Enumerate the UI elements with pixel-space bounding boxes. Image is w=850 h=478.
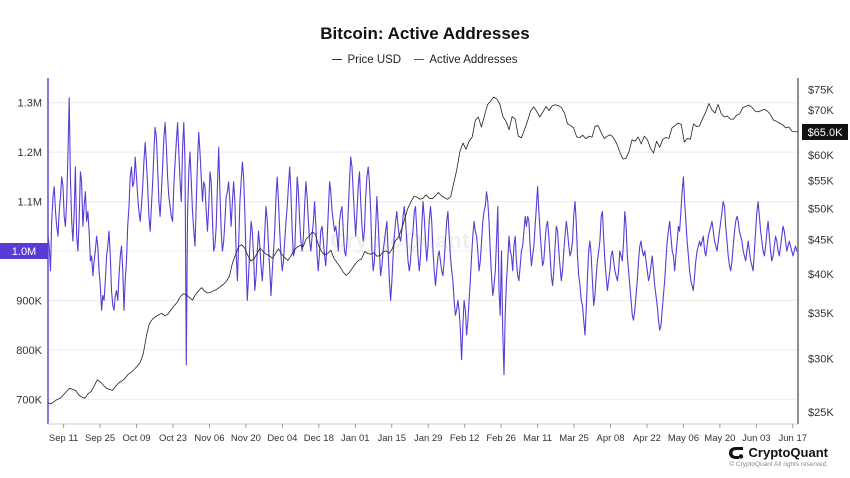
current-addresses-badge-label: 1.0M xyxy=(12,246,36,258)
y-right-tick-label: $55K xyxy=(808,176,834,188)
current-price-badge xyxy=(802,123,848,140)
cryptoquant-logo-icon xyxy=(728,446,743,459)
y-left-tick-label: 1.1M xyxy=(18,197,42,209)
x-tick-label: May 06 xyxy=(668,433,699,444)
legend-swatch-price xyxy=(332,59,343,60)
y-right-tick-label: $50K xyxy=(808,204,834,216)
y-left-tick-label: 900K xyxy=(16,295,42,307)
x-tick-label: Jan 01 xyxy=(341,433,370,444)
x-tick-label: Jun 17 xyxy=(779,433,808,444)
chart-title: Bitcoin: Active Addresses xyxy=(320,24,530,43)
legend-label-price: Price USD xyxy=(347,53,402,66)
x-tick-label: Apr 08 xyxy=(597,433,625,444)
chart-legend: Price USD Active Addresses xyxy=(0,51,850,66)
x-tick-label: Dec 18 xyxy=(304,433,334,444)
x-tick-label: Jan 15 xyxy=(377,433,406,444)
y-right-tick-label: $75K xyxy=(808,85,834,97)
current-addresses-badge xyxy=(0,243,48,259)
x-tick-label: Mar 11 xyxy=(523,433,552,444)
y-right-tick-label: $25K xyxy=(808,407,834,419)
legend-swatch-addresses xyxy=(414,59,425,60)
y-left-tick-label: 1.3M xyxy=(18,98,42,110)
legend-item-price[interactable]: Price USD xyxy=(332,54,401,66)
x-tick-label: Jan 29 xyxy=(414,433,443,444)
x-tick-label: Oct 09 xyxy=(123,433,151,444)
x-tick-label: Nov 20 xyxy=(231,433,261,444)
x-tick-label: Mar 25 xyxy=(559,433,589,444)
x-tick-label: Nov 06 xyxy=(194,433,224,444)
y-right-tick-label: $45K xyxy=(808,234,834,246)
x-tick-label: Feb 26 xyxy=(486,433,516,444)
y-left-tick-label: 1.2M xyxy=(18,147,42,159)
x-tick-label: Oct 23 xyxy=(159,433,187,444)
x-tick-label: Feb 12 xyxy=(450,433,480,444)
x-tick-label: May 20 xyxy=(704,433,735,444)
y-right-tick-label: $30K xyxy=(808,353,834,365)
y-right-tick-label: $40K xyxy=(808,269,834,281)
y-right-tick-label: $70K xyxy=(808,105,834,117)
series-price-usd-line[interactable] xyxy=(47,96,799,405)
y-left-tick-label: 800K xyxy=(16,345,42,357)
series-active-addresses-line[interactable] xyxy=(47,97,798,376)
current-price-badge-label: $65.0K xyxy=(808,127,844,139)
legend-item-addresses[interactable]: Active Addresses xyxy=(414,53,518,66)
x-tick-label: Dec 04 xyxy=(267,433,297,444)
x-tick-label: Sep 11 xyxy=(49,433,78,444)
y-right-tick-label: $35K xyxy=(808,308,834,320)
brand-copyright: © CryptoQuant All rights reserved. xyxy=(729,461,828,468)
x-tick-label: Apr 22 xyxy=(633,433,661,444)
brand-name: CryptoQuant xyxy=(748,445,828,460)
legend-label-addresses: Active Addresses xyxy=(429,53,518,66)
x-tick-label: Jun 03 xyxy=(742,433,771,444)
y-right-tick-label: $60K xyxy=(808,150,834,162)
x-tick-label: Sep 25 xyxy=(85,433,115,444)
brand-block: CryptoQuant © CryptoQuant All rights res… xyxy=(728,445,828,468)
y-left-tick-label: 700K xyxy=(16,394,42,406)
